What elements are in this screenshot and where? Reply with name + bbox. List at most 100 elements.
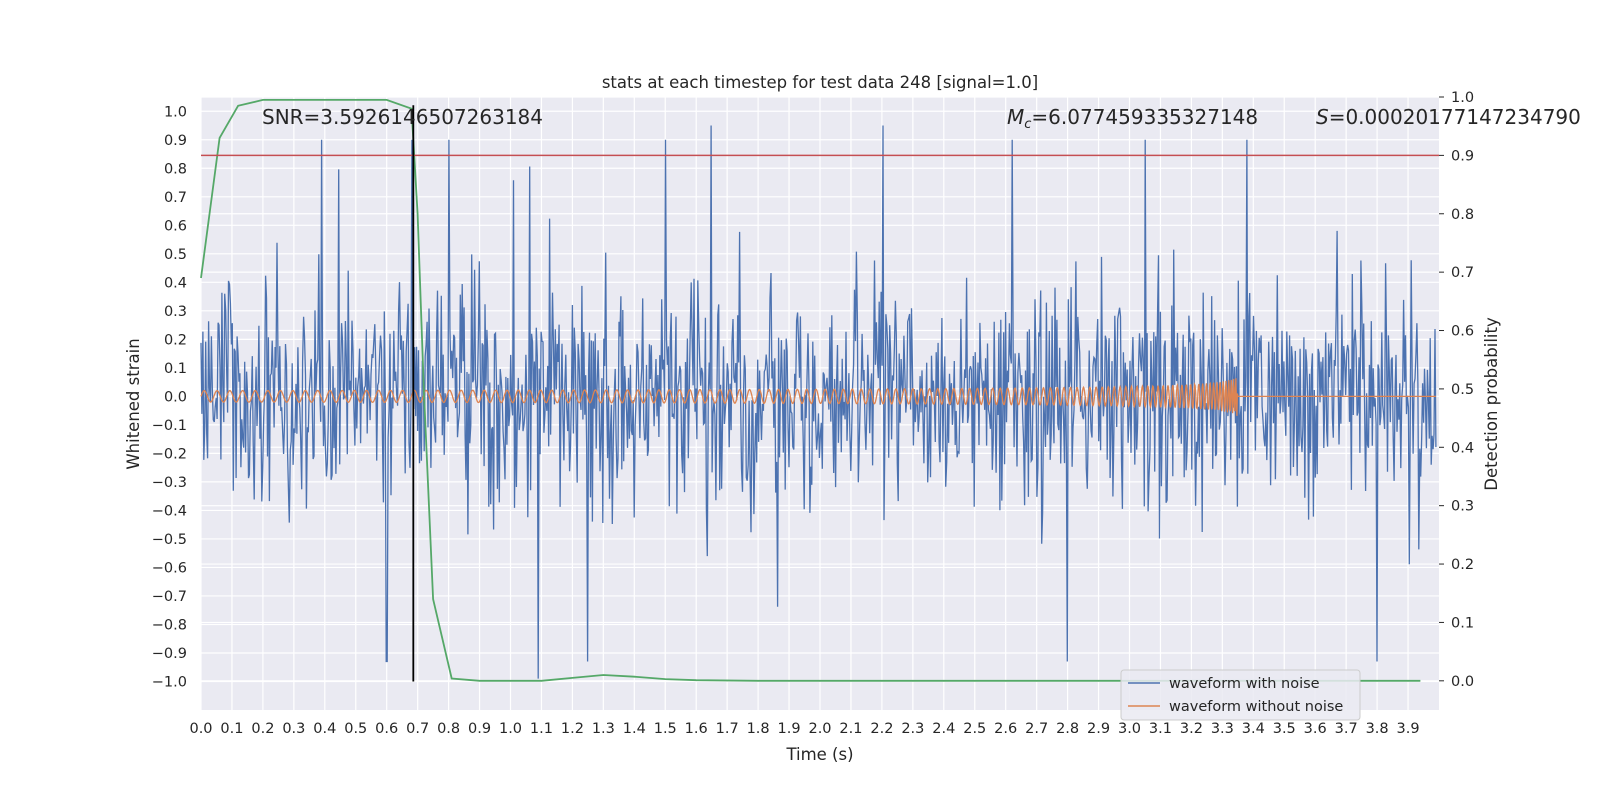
y2-tick-label: 0.0 bbox=[1451, 674, 1474, 690]
y2-tick-label: 0.3 bbox=[1451, 499, 1474, 515]
y-tick-label: 0.6 bbox=[164, 218, 187, 234]
x-tick-label: 3.6 bbox=[1304, 721, 1327, 737]
x-tick-label: 2.2 bbox=[870, 721, 893, 737]
legend-box bbox=[1120, 669, 1361, 721]
x-tick-label: 2.0 bbox=[808, 721, 831, 737]
legend: waveform with noise waveform without noi… bbox=[1120, 669, 1361, 721]
x-tick-label: 3.1 bbox=[1149, 721, 1172, 737]
y-tick-label: 0.1 bbox=[164, 361, 187, 377]
y-tick-label: −0.7 bbox=[152, 589, 187, 605]
x-tick-label: 0.8 bbox=[437, 721, 460, 737]
x-tick-label: 2.5 bbox=[963, 721, 986, 737]
x-tick-label: 1.5 bbox=[654, 721, 677, 737]
x-tick-label: 3.9 bbox=[1397, 721, 1420, 737]
chart-title: stats at each timestep for test data 248… bbox=[602, 73, 1038, 92]
y-axis-label: Whitened strain bbox=[124, 338, 143, 469]
snr-annotation: SNR=3.5926146507263184 bbox=[262, 105, 543, 129]
x-tick-label: 0.7 bbox=[406, 721, 429, 737]
y-tick-label: −0.6 bbox=[152, 560, 187, 576]
x-tick-label: 2.9 bbox=[1087, 721, 1110, 737]
y-tick-label: 0.3 bbox=[164, 304, 187, 320]
chirp-mass-annotation: Mc=6.077459335327148 bbox=[1007, 105, 1258, 132]
y-tick-label: −0.9 bbox=[152, 646, 187, 662]
detection-probability-series bbox=[200, 99, 1421, 682]
x-tick-label: 1.1 bbox=[530, 721, 553, 737]
x-tick-label: 0.2 bbox=[251, 721, 274, 737]
x-tick-label: 2.3 bbox=[901, 721, 924, 737]
y2-tick-label: 0.1 bbox=[1451, 615, 1474, 631]
x-tick-label: 3.3 bbox=[1211, 721, 1234, 737]
x-tick-label: 3.8 bbox=[1366, 721, 1389, 737]
y2-tick-label: 0.8 bbox=[1451, 207, 1474, 223]
y-gridlines bbox=[201, 110, 1439, 683]
x-tick-label: 0.9 bbox=[468, 721, 491, 737]
x-tick-label: 2.6 bbox=[994, 721, 1017, 737]
x-tick-labels: 0.0 0.1 0.2 0.3 0.4 0.5 0.6 0.7 0.8 0.9 1.0 1.1 1.2 1… bbox=[189, 721, 1419, 737]
x-tick-label: 3.4 bbox=[1242, 721, 1265, 737]
clean-waveform-line bbox=[200, 378, 1436, 416]
y-tick-label: 1.0 bbox=[164, 104, 187, 120]
y-tick-label: −0.5 bbox=[152, 532, 187, 548]
y2-tick-label: 0.7 bbox=[1451, 265, 1474, 281]
y-tick-label: −1.0 bbox=[152, 674, 187, 690]
clean-waveform-series bbox=[200, 378, 1436, 416]
x-tick-label: 1.9 bbox=[778, 721, 801, 737]
y-tick-label: −0.2 bbox=[152, 446, 187, 462]
y-tick-label: 0.4 bbox=[164, 275, 187, 291]
y-tick-label: 0.8 bbox=[164, 161, 187, 177]
y-tick-label: 0.9 bbox=[164, 133, 187, 149]
y2-tick-label: 0.5 bbox=[1451, 382, 1474, 398]
y2-tick-label: 0.6 bbox=[1451, 324, 1474, 340]
x-tick-label: 2.8 bbox=[1056, 721, 1079, 737]
x-tick-label: 0.5 bbox=[344, 721, 367, 737]
x-tick-label: 1.4 bbox=[623, 721, 646, 737]
x-tick-label: 3.2 bbox=[1180, 721, 1203, 737]
y-tick-label: 0.7 bbox=[164, 190, 187, 206]
x-tick-label: 0.6 bbox=[375, 721, 398, 737]
x-tick-label: 1.2 bbox=[561, 721, 584, 737]
chirp-mass-value: =6.077459335327148 bbox=[1031, 105, 1258, 129]
y-tick-label: −0.1 bbox=[152, 418, 187, 434]
s-value: =0.00020177147234790 bbox=[1329, 105, 1581, 129]
x-tick-label: 3.0 bbox=[1118, 721, 1141, 737]
y-tick-label: 0.2 bbox=[164, 332, 187, 348]
x-tick-label: 1.6 bbox=[685, 721, 708, 737]
x-tick-label: 1.8 bbox=[747, 721, 770, 737]
x-tick-label: 1.3 bbox=[592, 721, 615, 737]
y2-gridlines bbox=[201, 96, 1444, 682]
x-tick-label: 3.7 bbox=[1335, 721, 1358, 737]
legend-label-noisy: waveform with noise bbox=[1169, 676, 1320, 692]
y-tick-labels: 1.0 0.9 0.8 0.7 0.6 0.5 0.4 0.3 0.2 0.1 0.0 −0.1 −0.… bbox=[152, 104, 187, 690]
noisy-waveform-line bbox=[200, 125, 1437, 679]
x-tick-label: 0.1 bbox=[220, 721, 243, 737]
x-tick-label: 2.1 bbox=[839, 721, 862, 737]
y2-tick-labels: 1.0 0.9 0.8 0.7 0.6 0.5 0.4 0.3 0.2 0.1 0.0 bbox=[1451, 90, 1474, 690]
y2-axis-label: Detection probability bbox=[1482, 317, 1501, 491]
x-tick-label: 1.7 bbox=[716, 721, 739, 737]
s-symbol: S bbox=[1316, 105, 1329, 129]
y-tick-label: 0.5 bbox=[164, 247, 187, 263]
s-annotation: S=0.00020177147234790 bbox=[1316, 105, 1581, 129]
y-tick-label: −0.8 bbox=[152, 617, 187, 633]
noisy-waveform-series bbox=[200, 125, 1437, 679]
y-tick-label: −0.4 bbox=[152, 503, 187, 519]
detection-probability-line bbox=[200, 99, 1421, 682]
x-tick-label: 2.4 bbox=[932, 721, 955, 737]
y2-tick-label: 0.9 bbox=[1451, 148, 1474, 164]
chirp-mass-subscript: c bbox=[1024, 117, 1031, 132]
x-tick-label: 0.0 bbox=[189, 721, 212, 737]
y2-tick-label: 1.0 bbox=[1451, 90, 1474, 106]
x-tick-label: 0.3 bbox=[282, 721, 305, 737]
y-tick-label: 0.0 bbox=[164, 389, 187, 405]
legend-label-clean: waveform without noise bbox=[1169, 699, 1343, 715]
chirp-mass-symbol: M bbox=[1007, 105, 1024, 129]
x-tick-label: 3.5 bbox=[1273, 721, 1296, 737]
y2-tick-label: 0.2 bbox=[1451, 557, 1474, 573]
y2-tick-label: 0.4 bbox=[1451, 440, 1474, 456]
x-axis-label: Time (s) bbox=[785, 745, 853, 764]
x-tick-label: 1.0 bbox=[499, 721, 522, 737]
y-tick-label: −0.3 bbox=[152, 475, 187, 491]
x-tick-label: 0.4 bbox=[313, 721, 336, 737]
x-tick-label: 2.7 bbox=[1025, 721, 1048, 737]
